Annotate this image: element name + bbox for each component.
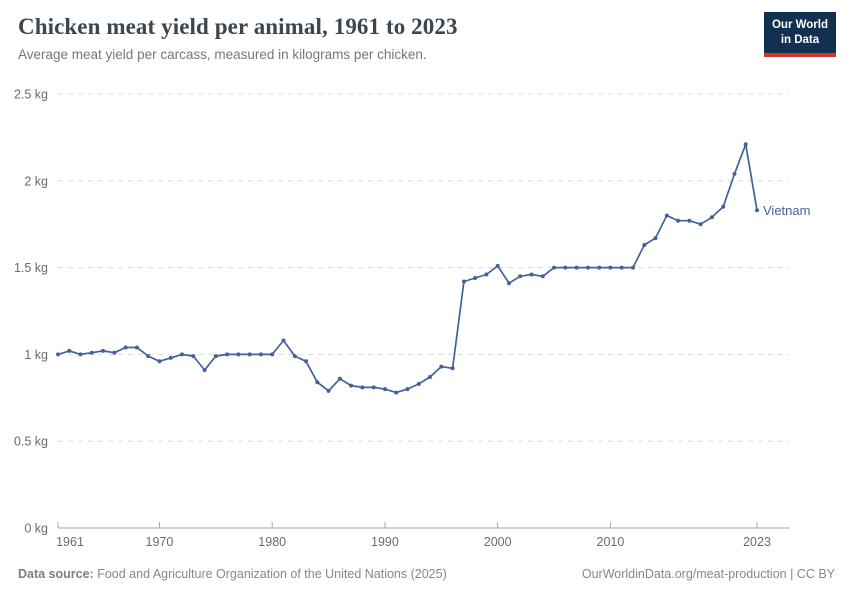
data-point-vietnam-1981 (281, 338, 286, 343)
data-point-vietnam-2018 (698, 222, 703, 227)
data-point-vietnam-2022 (743, 142, 748, 147)
data-point-vietnam-1995 (439, 364, 444, 369)
x-tick-label-2000: 2000 (484, 535, 512, 549)
data-point-vietnam-1971 (168, 355, 173, 360)
x-tick-label-1990: 1990 (371, 535, 399, 549)
data-point-vietnam-1977 (236, 352, 241, 357)
data-point-vietnam-1992 (405, 387, 410, 392)
y-tick-label-1kg: 1 kg (24, 348, 48, 362)
data-point-vietnam-2009 (597, 265, 602, 270)
footer-link[interactable]: OurWorldinData.org/meat-production | CC … (581, 567, 835, 581)
data-point-vietnam-1975 (213, 354, 218, 359)
y-tick-label-0.5kg: 0.5 kg (14, 435, 48, 449)
data-point-vietnam-2001 (507, 281, 511, 286)
data-point-vietnam-1989 (371, 385, 376, 390)
data-point-vietnam-1999 (484, 272, 489, 277)
data-point-vietnam-2007 (574, 265, 579, 270)
x-tick-label-1980: 1980 (258, 535, 286, 549)
data-point-vietnam-2023 (755, 208, 759, 213)
data-point-vietnam-1976 (225, 352, 230, 357)
chart-subtitle: Average meat yield per carcass, measured… (18, 47, 427, 62)
data-point-vietnam-2011 (619, 265, 624, 270)
data-source: Data source: Food and Agriculture Organi… (18, 567, 447, 581)
chart-footer: Data source: Food and Agriculture Organi… (18, 567, 835, 581)
data-point-vietnam-2021 (732, 171, 737, 176)
data-point-vietnam-1969 (146, 354, 151, 359)
y-tick-label-0kg: 0 kg (24, 522, 48, 536)
data-point-vietnam-1985 (326, 388, 331, 393)
data-point-vietnam-2015 (664, 213, 669, 218)
chart-title: Chicken meat yield per animal, 1961 to 2… (18, 14, 458, 39)
data-point-vietnam-2019 (709, 215, 714, 220)
x-tick-label-2023: 2023 (743, 535, 771, 549)
data-point-vietnam-1997 (461, 279, 466, 284)
data-point-vietnam-1991 (394, 390, 399, 395)
data-point-vietnam-2008 (585, 265, 590, 270)
data-point-vietnam-1996 (450, 366, 455, 371)
x-tick-label-1970: 1970 (146, 535, 174, 549)
data-point-vietnam-1982 (292, 354, 297, 359)
owid-logo[interactable]: Our World in Data (763, 12, 836, 57)
data-point-vietnam-2003 (529, 272, 534, 277)
data-point-vietnam-1988 (360, 385, 365, 390)
data-point-vietnam-1994 (428, 375, 432, 379)
data-point-vietnam-1973 (191, 354, 196, 359)
data-point-vietnam-1978 (247, 352, 252, 357)
data-point-vietnam-2020 (721, 204, 726, 209)
y-tick-label-2kg: 2 kg (24, 174, 48, 188)
x-tick-label-1961: 1961 (56, 535, 84, 549)
series-label-vietnam[interactable]: Vietnam (763, 203, 810, 218)
data-point-vietnam-2012 (631, 265, 635, 270)
data-point-vietnam-2016 (676, 218, 681, 223)
data-point-vietnam-2002 (518, 274, 523, 279)
data-source-text: Food and Agriculture Organization of the… (97, 567, 447, 581)
data-point-vietnam-1962 (67, 348, 72, 353)
data-point-vietnam-1965 (101, 348, 106, 353)
data-point-vietnam-1970 (157, 359, 162, 364)
data-point-vietnam-2000 (495, 263, 500, 268)
data-point-vietnam-1987 (349, 383, 354, 388)
data-point-vietnam-1964 (89, 350, 94, 355)
x-tick-label-2010: 2010 (597, 535, 625, 549)
data-source-label: Data source: (18, 567, 94, 581)
owid-logo-line2: in Data (780, 33, 820, 46)
data-point-vietnam-2006 (563, 265, 568, 270)
data-point-vietnam-1998 (473, 276, 478, 280)
data-point-vietnam-1967 (123, 345, 128, 350)
data-point-vietnam-2004 (540, 274, 545, 279)
y-tick-label-2.5kg: 2.5 kg (14, 88, 48, 102)
y-tick-label-1.5kg: 1.5 kg (14, 261, 48, 275)
data-point-vietnam-1984 (315, 380, 320, 385)
data-point-vietnam-2010 (608, 265, 613, 270)
data-point-vietnam-2005 (552, 265, 557, 270)
data-point-vietnam-2017 (687, 218, 692, 223)
data-point-vietnam-1983 (304, 359, 308, 364)
data-point-vietnam-1966 (112, 350, 117, 355)
data-point-vietnam-1990 (383, 387, 387, 392)
chart-header: Chicken meat yield per animal, 1961 to 2… (18, 14, 748, 62)
data-point-vietnam-1986 (337, 376, 342, 381)
series-line-vietnam (57, 143, 758, 394)
data-point-vietnam-1993 (416, 381, 421, 386)
data-point-vietnam-1963 (78, 352, 83, 357)
data-point-vietnam-1979 (258, 352, 263, 357)
data-point-vietnam-2014 (653, 236, 658, 241)
data-point-vietnam-1961 (56, 352, 60, 357)
data-point-vietnam-1980 (270, 352, 275, 357)
data-point-vietnam-2013 (642, 243, 647, 247)
owid-logo-line1: Our World (771, 19, 828, 31)
data-point-vietnam-1968 (134, 345, 139, 350)
line-chart: 0 kg 0.5 kg 1 kg 1.5 kg 2 kg 2.5 kg 1961 1970 19… (14, 88, 811, 550)
data-point-vietnam-1974 (202, 368, 207, 372)
data-point-vietnam-1972 (180, 352, 184, 357)
